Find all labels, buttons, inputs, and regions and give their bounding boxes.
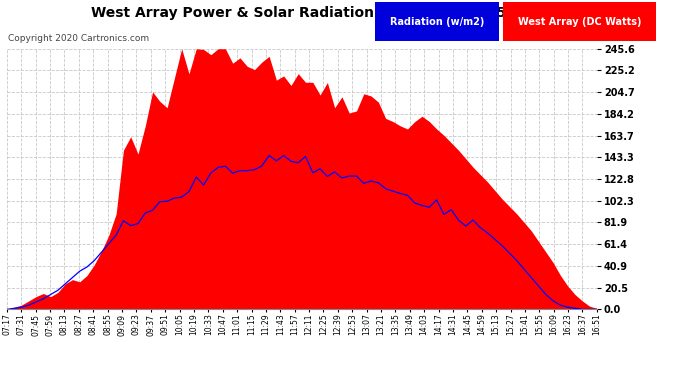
Text: Radiation (w/m2): Radiation (w/m2) bbox=[390, 17, 484, 27]
Text: West Array (DC Watts): West Array (DC Watts) bbox=[518, 17, 641, 27]
Text: West Array Power & Solar Radiation Wed Jan 29 16:54: West Array Power & Solar Radiation Wed J… bbox=[91, 6, 516, 20]
Text: Copyright 2020 Cartronics.com: Copyright 2020 Cartronics.com bbox=[8, 34, 150, 43]
